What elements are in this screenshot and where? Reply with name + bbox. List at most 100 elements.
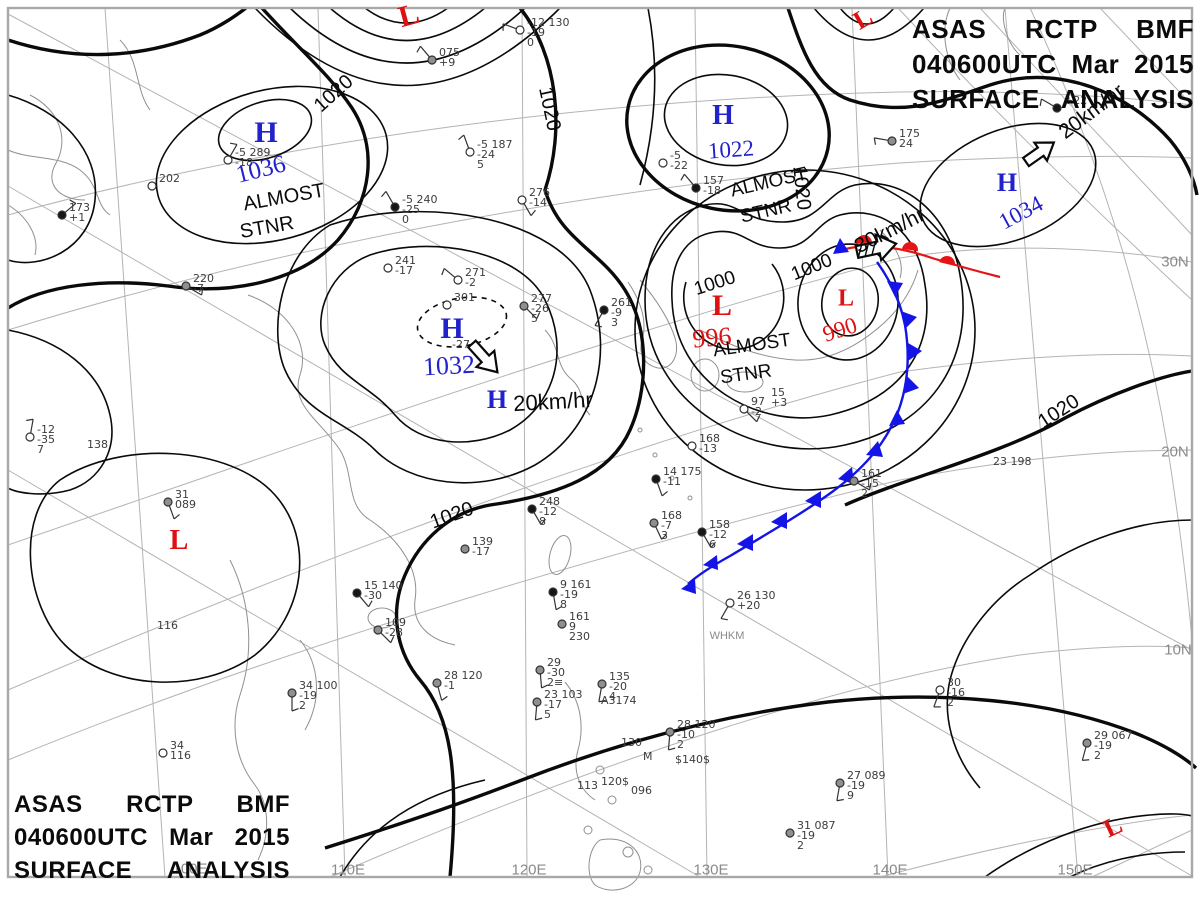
wind-barb-tick [530, 209, 536, 216]
station-value: -11 [663, 475, 681, 488]
wind-barb-tick [873, 137, 877, 145]
station-value: 15 140 [364, 579, 403, 592]
station-value: 135 [609, 670, 630, 683]
station-plot: 26 130+20 [720, 589, 776, 621]
station-circle [427, 55, 437, 65]
station-circle [697, 527, 707, 537]
station-value: +1 [69, 211, 85, 224]
station-value: 34 [170, 739, 184, 752]
station-plot: 261-93 [594, 296, 632, 329]
station-plot: 139-17 [460, 535, 493, 558]
station-value: -16 [947, 686, 965, 699]
station-plot: 113 [577, 779, 598, 792]
station-value: -12 [37, 423, 55, 436]
station-value: -17 [395, 264, 413, 277]
station-circle [465, 147, 475, 157]
station-value: 109 [385, 616, 406, 629]
station-value: -12 130 [527, 16, 569, 29]
station-value: -7 [661, 519, 672, 532]
isobars-1020 [7, 6, 1199, 878]
h1034-movement-arrow [1021, 141, 1056, 168]
station-value: 15 [771, 386, 785, 399]
station-value: 29 [547, 656, 561, 669]
wind-barb [443, 267, 456, 278]
station-plot: 23 198 [993, 455, 1032, 468]
station-circle [665, 727, 675, 737]
station-value: 096 [631, 784, 652, 797]
station-value: 138 [87, 438, 108, 451]
station-circle [651, 474, 661, 484]
station-value: 6 [709, 538, 716, 551]
station-value: 30 [947, 676, 961, 689]
station-circle [373, 625, 383, 635]
station-circle [658, 158, 668, 168]
station-circle [935, 685, 945, 695]
station-value: 173 [69, 201, 90, 214]
wind-barb [594, 313, 603, 326]
station-value: 157 [703, 174, 724, 187]
wind-barb-tick [756, 415, 761, 422]
station-value: 27 089 [847, 769, 886, 782]
station-circle [725, 598, 735, 608]
station-circle [515, 25, 525, 35]
station-circle [517, 195, 527, 205]
station-value: 4 [609, 690, 616, 703]
wind-barb-tick [668, 747, 676, 751]
title-bottom-left: ASAS RCTP BMF 040600UTC Mar 2015 SURFACE… [14, 788, 290, 887]
station-value: -18 [235, 156, 253, 169]
station-circle [527, 504, 537, 514]
wind-barb [463, 134, 470, 149]
wind-barb [437, 686, 443, 701]
station-plot: -27 [452, 338, 470, 351]
station-value: 8 [539, 515, 546, 528]
wind-barb-tick [458, 134, 465, 141]
station-circle [649, 518, 659, 528]
wind-barb-tick [441, 695, 448, 701]
station-circle [599, 305, 609, 315]
wind-barb-tick [541, 684, 549, 689]
wind-barb-tick [710, 541, 716, 548]
station-plot: -12-357 [25, 418, 55, 456]
station-value: -9 [611, 306, 622, 319]
station-plot: 173+1 [57, 199, 90, 224]
station-circle [687, 441, 697, 451]
wind-barb-tick [661, 490, 668, 497]
station-value: 29 067 [1094, 729, 1133, 742]
wind-barb [667, 735, 671, 750]
station-value: 277 [531, 292, 552, 305]
station-value: 24 [899, 137, 913, 150]
wind-barb [1081, 746, 1087, 761]
station-circle [57, 210, 67, 220]
station-value: 14 175 [663, 465, 702, 478]
station-value: 2 [299, 699, 306, 712]
station-value: 26 130 [737, 589, 776, 602]
station-value: -19 [797, 829, 815, 842]
station-circle [548, 587, 558, 597]
station-value: 220 [193, 272, 214, 285]
station-value: 113 [577, 779, 598, 792]
title-line: ASAS RCTP BMF [14, 791, 290, 818]
map-frame [6, 6, 1194, 879]
wind-barb [534, 705, 538, 720]
wind-barb-tick [1039, 98, 1043, 106]
station-value: 116 [157, 619, 178, 632]
station-value: 158 [709, 518, 730, 531]
wind-barb [857, 482, 870, 491]
station-plot: +22 [1039, 94, 1087, 113]
station-value: -5 [670, 149, 681, 162]
station-circle [287, 688, 297, 698]
station-plot: 202 [147, 172, 180, 191]
cold-front [681, 261, 922, 594]
wind-barb [598, 687, 602, 702]
wind-barb [30, 419, 34, 434]
station-value: -15 [861, 477, 879, 490]
station-value: $140$ [675, 753, 710, 766]
station-plot: 31 087-192 [785, 819, 836, 852]
wind-barb [168, 505, 175, 520]
station-value: 97 [751, 395, 765, 408]
station-value: 2 [677, 738, 684, 751]
station-value: 34 100 [299, 679, 338, 692]
